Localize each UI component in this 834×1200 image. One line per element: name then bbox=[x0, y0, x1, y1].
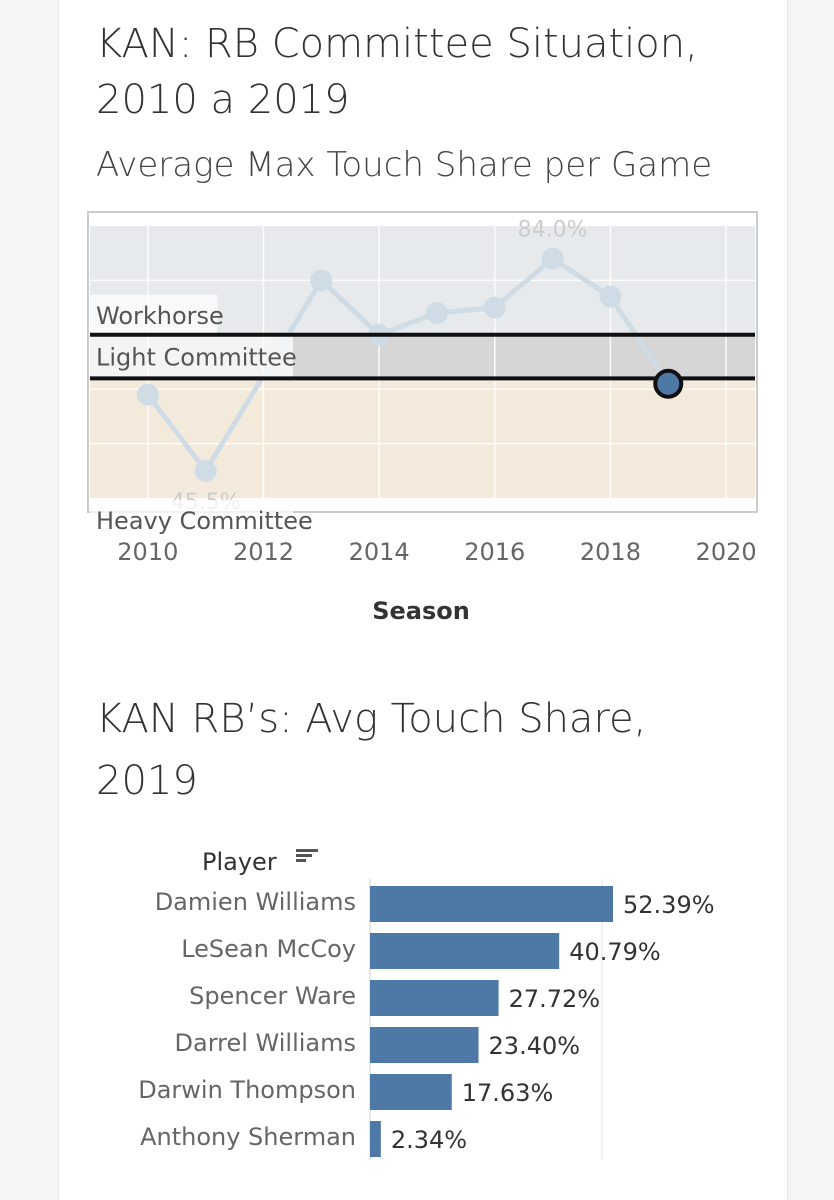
data-point-2011 bbox=[194, 459, 217, 482]
data-point-2018 bbox=[599, 285, 622, 308]
x-tick-label-2020: 2020 bbox=[696, 538, 757, 566]
x-tick-label-2018: 2018 bbox=[580, 538, 641, 566]
band-2 bbox=[90, 378, 755, 498]
data-point-2016 bbox=[483, 296, 506, 319]
x-tick-label-2016: 2016 bbox=[464, 538, 525, 566]
band-label-1: Light Committee bbox=[96, 344, 297, 372]
band-label-bg-2 bbox=[90, 500, 293, 540]
line-chart-title: KAN: RB Committee Situation, 2010 a 2019 bbox=[96, 21, 698, 123]
band-label-0: Workhorse bbox=[96, 302, 224, 330]
highlight-point-2019 bbox=[653, 368, 684, 399]
band-label-bg-1 bbox=[90, 336, 293, 377]
x-axis-title: Season bbox=[372, 597, 470, 625]
data-point-2013 bbox=[310, 269, 333, 292]
data-point-2015 bbox=[425, 302, 448, 325]
x-tick-label-2010: 2010 bbox=[117, 538, 178, 566]
x-tick-label-2012: 2012 bbox=[233, 538, 294, 566]
band-label-2: Heavy Committee bbox=[96, 507, 313, 535]
band-label-bg-0 bbox=[90, 294, 218, 335]
data-point-2010 bbox=[136, 383, 159, 406]
data-label-2017: 84.0% bbox=[518, 218, 588, 243]
x-tick-label-2014: 2014 bbox=[349, 538, 410, 566]
bar-chart-title: KAN RB’s: Avg Touch Share, 2019 bbox=[96, 696, 647, 804]
line-chart-subtitle: Average Max Touch Share per Game bbox=[96, 145, 713, 185]
data-point-2017 bbox=[541, 247, 564, 270]
